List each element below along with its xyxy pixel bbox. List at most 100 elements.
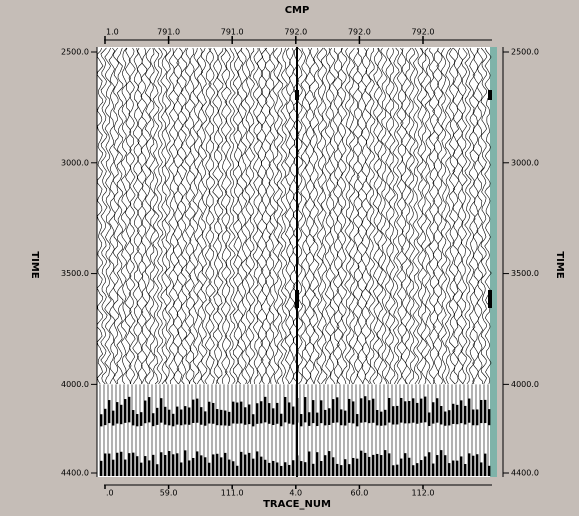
x-tick-label: 792.0 <box>348 28 371 37</box>
trace-fill <box>452 460 455 476</box>
y-tick-label: 4400.0 <box>61 469 89 478</box>
trace <box>436 47 444 385</box>
trace-fill <box>224 452 227 476</box>
trace-fill <box>176 453 179 476</box>
y-tick-label-right: 4400.0 <box>511 469 539 478</box>
trace-fill <box>172 413 175 427</box>
trace <box>240 47 248 385</box>
trace-fill <box>432 402 435 424</box>
trace-fill <box>128 453 131 476</box>
trace-fill <box>248 404 251 425</box>
trace-fill <box>108 400 111 424</box>
trace-fill <box>396 405 399 425</box>
trace-fill <box>192 457 195 476</box>
trace-fill <box>212 402 215 424</box>
trace <box>352 47 360 385</box>
trace-fill <box>164 406 167 425</box>
trace-fill <box>460 456 463 476</box>
trace-fill <box>276 462 279 476</box>
trace <box>116 47 124 385</box>
trace-fill <box>480 462 483 476</box>
trace <box>112 47 120 385</box>
trace-fill <box>184 406 187 425</box>
trace <box>232 47 240 385</box>
trace <box>324 47 332 385</box>
trace <box>204 47 212 385</box>
trace <box>172 47 180 385</box>
trace <box>296 47 304 385</box>
trace-fill <box>264 396 267 423</box>
trace <box>108 47 116 385</box>
trace-fill <box>156 407 159 425</box>
trace <box>180 47 188 385</box>
trace <box>212 47 220 385</box>
trace-fill <box>316 412 319 426</box>
trace <box>388 47 396 385</box>
trace <box>440 47 448 385</box>
trace-fill <box>356 458 359 476</box>
trace-fill <box>136 456 139 476</box>
trace <box>152 47 160 385</box>
x-tick-label: 791.0 <box>221 28 244 37</box>
trace-fill <box>208 462 211 476</box>
trace-fill <box>260 401 263 424</box>
trace <box>272 47 280 385</box>
trace-fill <box>240 451 243 476</box>
trace-fill <box>328 451 331 476</box>
trace-fill <box>364 396 367 423</box>
trace-fill <box>252 458 255 476</box>
trace-fill <box>328 408 331 425</box>
trace-fill <box>312 463 315 476</box>
trace <box>164 47 172 385</box>
trace <box>360 47 368 385</box>
trace-fill <box>184 450 187 476</box>
trace-fill <box>436 398 439 423</box>
trace <box>316 47 324 385</box>
trace-fill <box>408 457 411 476</box>
trace <box>416 47 424 385</box>
trace <box>428 47 436 385</box>
trace-fill <box>172 454 175 476</box>
trace-fill <box>160 398 163 423</box>
trace-fill <box>224 410 227 426</box>
trace-fill <box>216 453 219 476</box>
trace-fill <box>100 460 103 476</box>
trace-fill <box>344 459 347 476</box>
y-tick-label: 3500.0 <box>61 269 89 278</box>
trace-fill <box>236 465 239 476</box>
trace <box>468 47 476 385</box>
trace <box>228 47 236 385</box>
trace-fill <box>144 456 147 476</box>
trace-fill <box>468 453 471 476</box>
trace-fill <box>228 411 231 426</box>
x-tick-label: 112.0 <box>412 489 435 498</box>
trace-fill <box>132 410 135 426</box>
trace-fill <box>360 398 363 423</box>
y-tick-label-right: 2500.0 <box>511 48 539 57</box>
trace-fill <box>428 412 431 426</box>
trace-fill <box>276 402 279 424</box>
trace <box>404 47 412 385</box>
trace <box>148 47 156 385</box>
trace-fill <box>108 453 111 476</box>
trace <box>96 47 104 385</box>
trace-fill <box>228 459 231 476</box>
trace-fill <box>424 456 427 476</box>
trace-fill <box>212 454 215 476</box>
trace-fill <box>168 451 171 476</box>
trace-fill <box>284 396 287 423</box>
trace-fill <box>440 450 443 476</box>
trace-fill <box>248 452 251 476</box>
trace-fill <box>188 460 191 476</box>
trace-fill <box>336 463 339 476</box>
trace <box>320 47 328 385</box>
trace-fill <box>360 450 363 476</box>
trace-fill <box>368 456 371 476</box>
trace-fill <box>268 403 271 424</box>
trace-fill <box>236 402 239 424</box>
trace-fill <box>240 401 243 424</box>
trace <box>476 47 484 385</box>
trace-fill <box>416 402 419 424</box>
x-tick-label: 60.0 <box>350 489 368 498</box>
